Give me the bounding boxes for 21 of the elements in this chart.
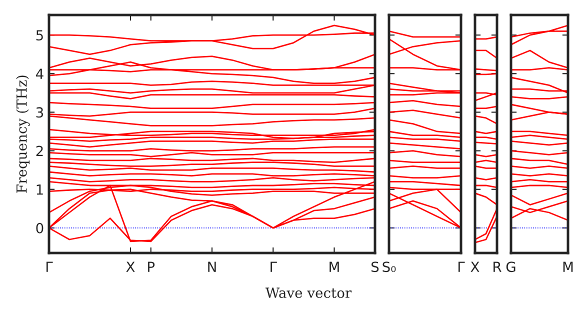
y-tick-label: 5 <box>36 30 43 41</box>
x-tick-label: M <box>330 262 339 272</box>
y-tick-label: 0 <box>36 222 44 234</box>
x-tick-label: X <box>126 262 135 272</box>
x-tick-label: X <box>470 262 480 272</box>
y-axis-title: Frequency (THz) <box>16 76 30 193</box>
x-tick-label: Γ <box>458 262 465 272</box>
x-tick-label: P <box>148 262 155 272</box>
x-tick-label: N <box>208 262 216 272</box>
x-tick-label: R <box>494 262 502 272</box>
y-tick-label: 1 <box>36 184 43 195</box>
y-tick-label: 4 <box>36 68 44 79</box>
x-tick-label: S₀ <box>382 262 396 272</box>
y-tick-label: 3 <box>36 107 44 118</box>
x-tick-label: M <box>563 262 573 272</box>
x-axis-title: Wave vector <box>265 288 352 298</box>
x-tick-label: S <box>372 262 379 272</box>
x-tick-label: G <box>506 262 516 272</box>
x-tick-label: Γ <box>270 262 277 272</box>
y-tick-label: 2 <box>36 146 43 156</box>
x-tick-label: Γ <box>46 262 53 272</box>
